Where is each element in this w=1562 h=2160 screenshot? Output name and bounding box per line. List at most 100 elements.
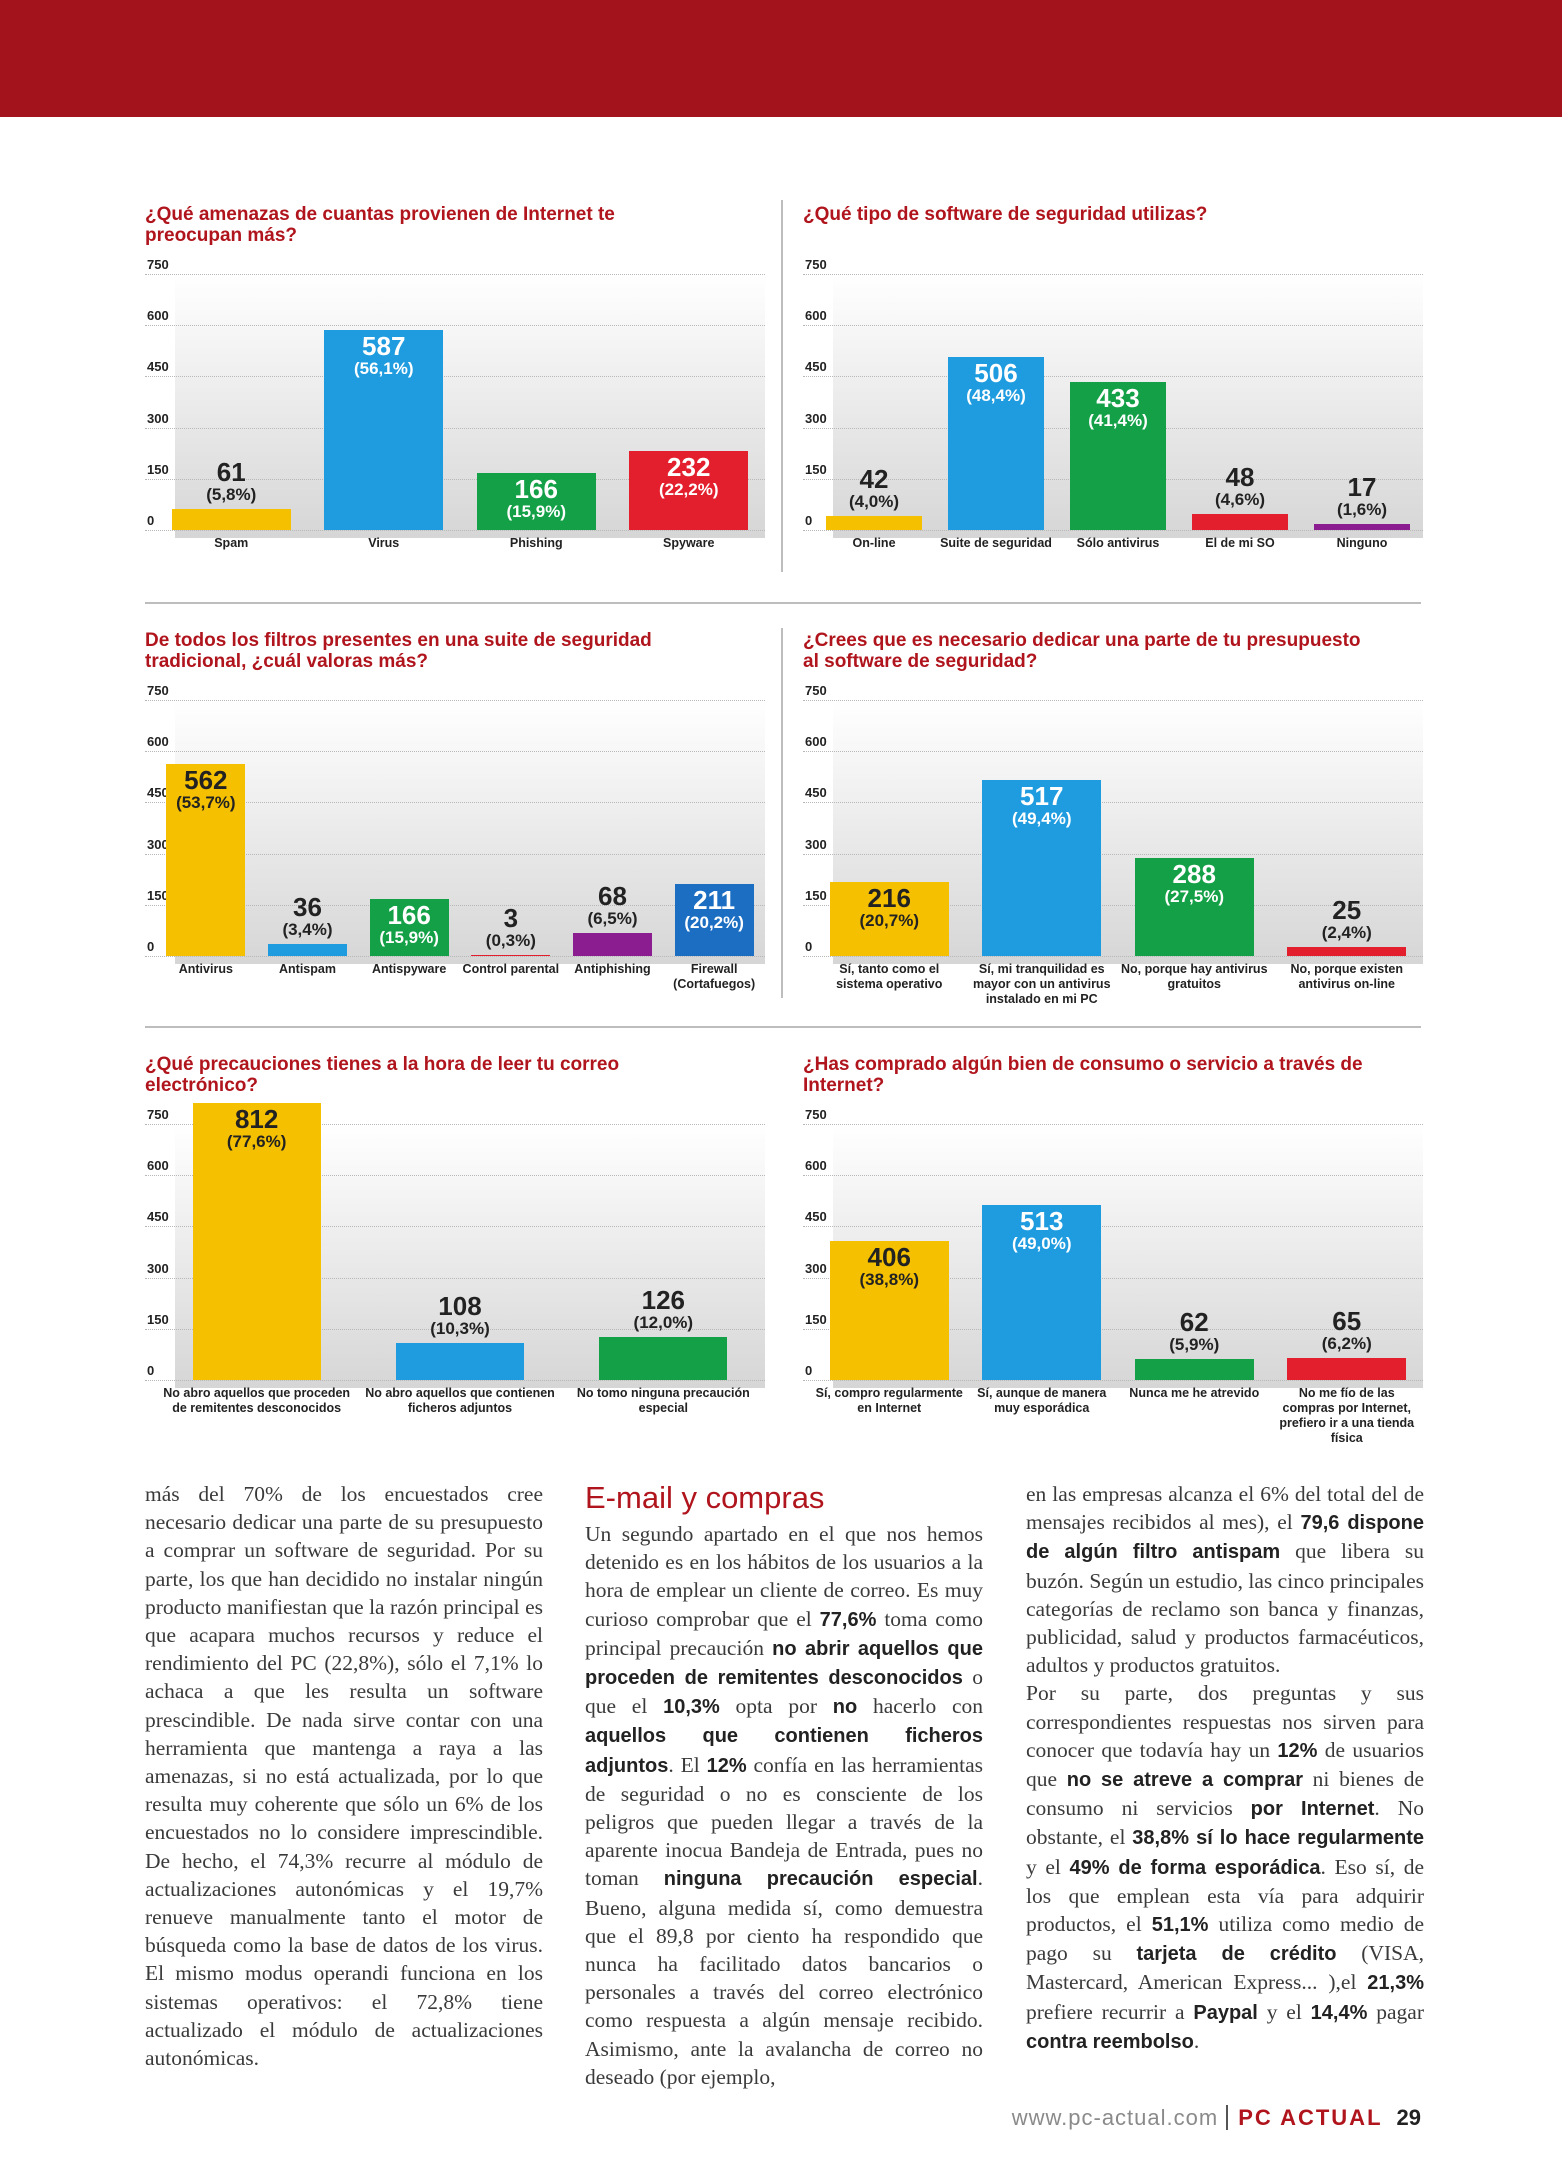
x-tick-label: Antivirus: [178, 962, 233, 976]
chart: ¿Qué precauciones tienes a la hora de le…: [145, 1054, 765, 1474]
bar: [572, 932, 653, 956]
y-tick-label: 750: [805, 257, 827, 272]
grid-line: [803, 1328, 1423, 1330]
text: pagar: [1367, 1999, 1424, 2024]
y-tick-label: 600: [147, 1158, 169, 1174]
text-column: en las empresas alcanza el 6% del total …: [1026, 1480, 1424, 2056]
grid-line: [145, 1277, 765, 1279]
bold-text: 49% de forma esporádica: [1069, 1856, 1321, 1879]
grid-line: [803, 376, 1423, 378]
chart-title: ¿Qué tipo de software de seguridad utili…: [803, 204, 1208, 225]
grid-line: [145, 325, 765, 327]
bar: [629, 450, 749, 530]
value-label: 562: [184, 765, 228, 796]
bold-text: 51,1%: [1151, 1914, 1209, 1937]
text: (VISA, Mastercard, American Express... )…: [1026, 1941, 1424, 1995]
x-tick-label: Antispam: [279, 962, 336, 976]
plot-background: [175, 700, 765, 964]
x-tick-label: Spyware: [663, 536, 715, 550]
bold-text: 12%: [706, 1754, 747, 1777]
grid-line: [145, 1226, 765, 1228]
value-label: 406: [867, 1242, 911, 1273]
bar: [1134, 857, 1254, 956]
value-label-group: 17 (1,6%): [1301, 474, 1423, 519]
y-tick-label: 0: [147, 1363, 155, 1378]
value-label-group: 562 (53,7%): [155, 767, 257, 812]
value-label-group: 216 (20,7%): [813, 885, 966, 930]
grid-line: [803, 325, 1423, 327]
y-tick-label: 300: [147, 1260, 169, 1276]
x-tick-label: Sí, aunque de manera muy esporádica: [977, 1386, 1107, 1415]
text: que libera su buzón. Según un estudio, l…: [1026, 1539, 1424, 1678]
grid-line: [145, 478, 765, 480]
x-tick-label: No, porque existen antivirus on-line: [1290, 962, 1404, 991]
chart: De todos los filtros presentes en una su…: [145, 630, 765, 1050]
x-tick-label: Spam: [214, 536, 249, 550]
bar: [324, 329, 444, 530]
text: en las empresas alcanza el 6% del total …: [1026, 1482, 1424, 1535]
percent-label: (10,3%): [430, 1319, 490, 1339]
x-tick-label: Antispyware: [371, 962, 447, 976]
x-tick-label: Virus: [368, 536, 400, 550]
grid-line: [145, 904, 765, 906]
footer-magazine: PC ACTUAL: [1226, 2105, 1397, 2130]
percent-label: (49,0%): [1011, 1233, 1072, 1253]
value-label: 48: [1225, 461, 1255, 492]
text-column: E-mail y compras Un segundo apartado en e…: [585, 1480, 983, 2091]
value-label: 211: [693, 884, 736, 915]
chart-title: ¿Has comprado algún bien de consumo o se…: [803, 1054, 1363, 1096]
value-label-group: 166 (15,9%): [460, 476, 613, 521]
value-label: 17: [1347, 472, 1377, 503]
y-tick-label: 600: [147, 734, 169, 750]
value-label: 62: [1179, 1306, 1209, 1337]
grid-line: [803, 530, 1423, 531]
value-label-group: 36 (3,4%): [257, 894, 359, 939]
text: Por su parte, dos preguntas y sus corres…: [1026, 1681, 1424, 1762]
y-tick-label: 300: [805, 410, 827, 426]
bold-text: no se atreve a comprar: [1066, 1769, 1303, 1792]
bold-text: no abrir aquellos que proceden de remite…: [585, 1637, 983, 1690]
bar: [599, 1336, 728, 1380]
y-tick-label: 450: [805, 1209, 827, 1225]
grid-line: [145, 751, 765, 753]
percent-label: (15,9%): [379, 928, 439, 948]
paragraph: en las empresas alcanza el 6% del total …: [1026, 1480, 1424, 1679]
text: y el: [1257, 1999, 1311, 2024]
section-heading: E-mail y compras: [585, 1480, 825, 1515]
grid-line: [803, 1124, 1423, 1125]
value-label-group: 65 (6,2%): [1271, 1308, 1424, 1353]
bar: [476, 473, 596, 530]
y-tick-label: 750: [147, 683, 169, 698]
text: o que el: [585, 1665, 984, 1719]
chart-title: ¿Qué precauciones tienes a la hora de le…: [145, 1054, 620, 1096]
value-label-group: 211 (20,2%): [663, 887, 765, 932]
bar: [267, 943, 348, 956]
y-tick-label: 150: [147, 887, 169, 903]
bar: [1070, 382, 1166, 530]
grid-line: [145, 1328, 765, 1330]
value-label-group: 48 (4,6%): [1179, 464, 1301, 509]
text: Un segundo apartado en el que nos hemos …: [585, 1522, 983, 1631]
percent-label: (4,0%): [848, 491, 900, 511]
value-label: 65: [1332, 1305, 1362, 1336]
y-tick-label: 0: [805, 939, 813, 954]
text: toma como principal precaución: [585, 1606, 983, 1660]
column-separator: [781, 628, 783, 998]
y-tick-label: 450: [147, 1209, 169, 1225]
grid-line: [145, 1124, 765, 1125]
footer: www.pc-actual.com PC ACTUAL 29: [1012, 2104, 1421, 2132]
grid-line: [145, 427, 765, 429]
x-tick-label: Ninguno: [1336, 536, 1388, 550]
y-tick-label: 450: [805, 359, 827, 375]
value-label: 433: [1096, 383, 1140, 414]
percent-label: (56,1%): [353, 358, 414, 378]
y-tick-label: 150: [805, 1311, 827, 1327]
percent-label: (15,9%): [506, 502, 567, 522]
bold-text: 14,4%: [1310, 2001, 1368, 2024]
bar: [674, 883, 754, 956]
percent-label: (38,8%): [859, 1270, 920, 1290]
value-label-group: 166 (15,9%): [358, 902, 460, 947]
bar: [829, 1241, 949, 1380]
y-tick-label: 150: [805, 461, 827, 477]
